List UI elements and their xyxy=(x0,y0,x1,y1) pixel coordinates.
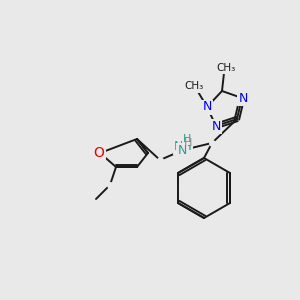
Text: H: H xyxy=(184,138,192,148)
Text: O: O xyxy=(94,146,104,160)
Text: NH: NH xyxy=(174,140,192,154)
Text: H: H xyxy=(183,134,191,144)
Text: CH₃: CH₃ xyxy=(216,63,236,73)
Text: N: N xyxy=(211,119,221,133)
Text: N: N xyxy=(238,92,248,104)
Text: O: O xyxy=(94,146,104,160)
Text: N: N xyxy=(238,92,248,104)
Text: N: N xyxy=(202,100,212,113)
Text: N: N xyxy=(202,100,212,113)
Text: CH₃: CH₃ xyxy=(184,82,204,92)
Text: CH₃: CH₃ xyxy=(216,63,236,73)
Text: N: N xyxy=(177,143,187,157)
Text: CH₃: CH₃ xyxy=(184,81,204,91)
Text: N: N xyxy=(211,119,221,133)
